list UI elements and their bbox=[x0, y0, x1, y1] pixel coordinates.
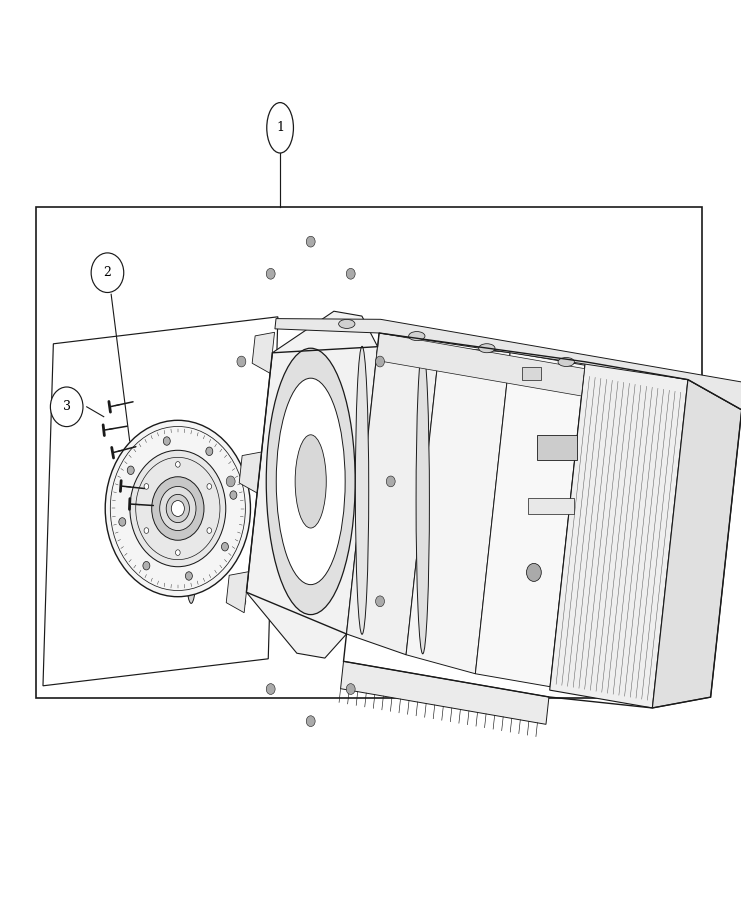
Polygon shape bbox=[275, 319, 741, 410]
Polygon shape bbox=[252, 332, 274, 374]
Circle shape bbox=[176, 550, 180, 555]
Circle shape bbox=[91, 253, 124, 292]
Circle shape bbox=[144, 527, 149, 534]
Ellipse shape bbox=[409, 331, 425, 340]
Circle shape bbox=[185, 572, 193, 580]
FancyBboxPatch shape bbox=[528, 498, 574, 514]
FancyBboxPatch shape bbox=[537, 435, 577, 460]
Polygon shape bbox=[406, 347, 510, 674]
Circle shape bbox=[207, 483, 212, 490]
Circle shape bbox=[266, 268, 275, 279]
Polygon shape bbox=[341, 662, 549, 724]
Ellipse shape bbox=[266, 348, 355, 615]
Circle shape bbox=[152, 477, 204, 540]
Ellipse shape bbox=[183, 423, 199, 603]
Circle shape bbox=[386, 476, 395, 487]
Ellipse shape bbox=[267, 103, 293, 153]
Circle shape bbox=[171, 500, 185, 517]
Circle shape bbox=[226, 476, 235, 487]
Polygon shape bbox=[550, 362, 688, 708]
Ellipse shape bbox=[276, 378, 345, 585]
FancyBboxPatch shape bbox=[522, 367, 541, 380]
Circle shape bbox=[526, 563, 541, 581]
Circle shape bbox=[346, 268, 355, 279]
FancyBboxPatch shape bbox=[36, 207, 702, 698]
Circle shape bbox=[176, 462, 180, 467]
Circle shape bbox=[207, 527, 212, 534]
Circle shape bbox=[144, 483, 149, 490]
Ellipse shape bbox=[339, 320, 355, 328]
Polygon shape bbox=[239, 452, 262, 493]
Circle shape bbox=[163, 436, 170, 446]
Polygon shape bbox=[43, 317, 278, 686]
Circle shape bbox=[222, 543, 228, 551]
Ellipse shape bbox=[416, 348, 429, 653]
Circle shape bbox=[50, 387, 83, 427]
Text: 2: 2 bbox=[104, 266, 111, 279]
Circle shape bbox=[166, 494, 190, 523]
Text: 1: 1 bbox=[276, 122, 284, 134]
Ellipse shape bbox=[558, 357, 574, 366]
Circle shape bbox=[237, 596, 246, 607]
Circle shape bbox=[306, 237, 315, 248]
Polygon shape bbox=[652, 380, 741, 708]
Circle shape bbox=[237, 356, 246, 367]
Polygon shape bbox=[347, 346, 439, 655]
Circle shape bbox=[127, 466, 134, 474]
Polygon shape bbox=[376, 333, 585, 396]
Circle shape bbox=[306, 716, 315, 726]
Ellipse shape bbox=[356, 346, 369, 634]
Circle shape bbox=[119, 518, 126, 526]
Polygon shape bbox=[476, 352, 585, 687]
Circle shape bbox=[376, 596, 385, 607]
Circle shape bbox=[105, 420, 250, 597]
Ellipse shape bbox=[479, 344, 495, 353]
Circle shape bbox=[206, 447, 213, 455]
Ellipse shape bbox=[295, 435, 326, 528]
Polygon shape bbox=[246, 311, 378, 658]
Circle shape bbox=[266, 684, 275, 695]
Circle shape bbox=[230, 491, 237, 500]
Circle shape bbox=[346, 684, 355, 695]
Circle shape bbox=[376, 356, 385, 367]
Circle shape bbox=[159, 486, 196, 531]
Text: 3: 3 bbox=[63, 400, 70, 413]
Polygon shape bbox=[226, 572, 249, 613]
Circle shape bbox=[130, 450, 226, 567]
Circle shape bbox=[143, 562, 150, 570]
